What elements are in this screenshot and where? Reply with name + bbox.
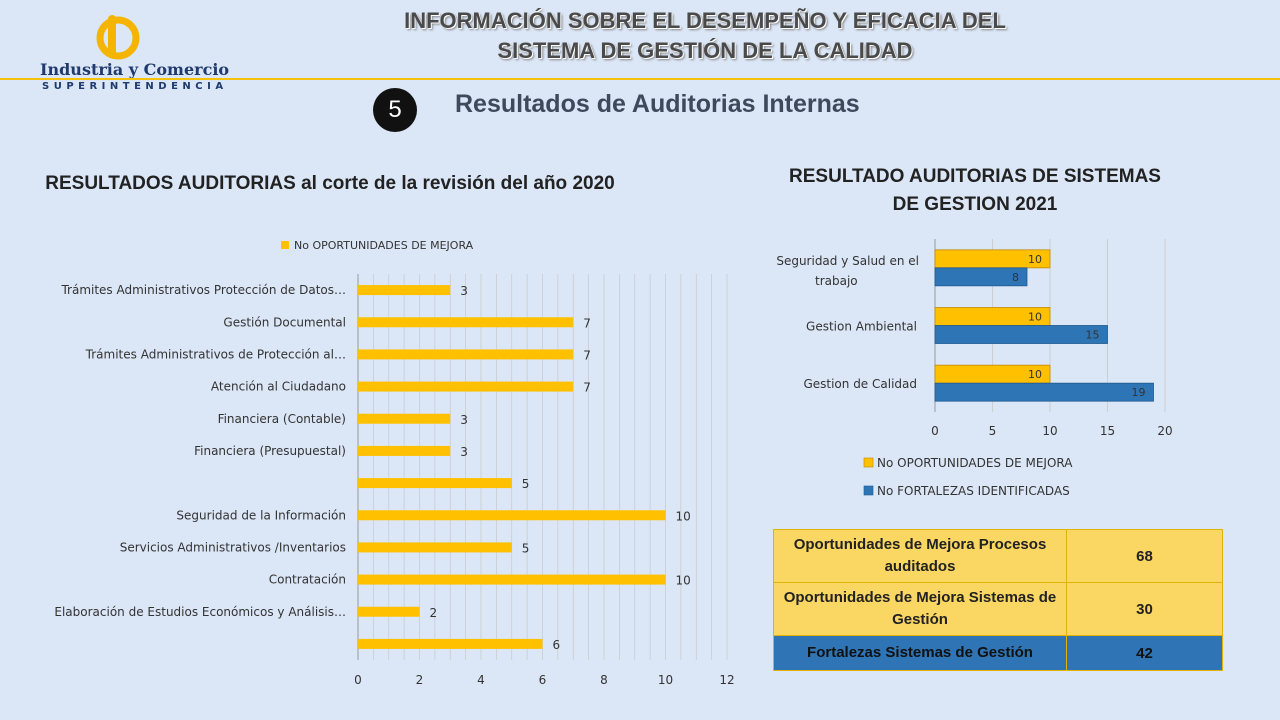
chart1-category-label: Servicios Administrativos /Inventarios xyxy=(120,540,346,554)
chart1-x-tick-label: 8 xyxy=(600,673,608,687)
chart1-x-tick-label: 0 xyxy=(354,673,362,687)
chart1-x-tick-label: 2 xyxy=(416,673,424,687)
chart1-bar xyxy=(358,478,512,489)
chart2-title: RESULTADO AUDITORIAS DE SISTEMAS DE GEST… xyxy=(789,166,1161,215)
chart2-bar xyxy=(934,267,1028,287)
chart1-title: RESULTADOS AUDITORIAS al corte de la rev… xyxy=(45,173,615,194)
page-title-line1: INFORMACIÓN SOBRE EL DESEMPEÑO Y EFICACI… xyxy=(404,8,1006,33)
chart2-data-label: 19 xyxy=(1132,386,1146,399)
page-title-line2: SISTEMA DE GESTIÓN DE LA CALIDAD xyxy=(497,38,913,63)
summary-table: Oportunidades de Mejora Procesos auditad… xyxy=(773,529,1223,671)
chart2-x-tick-label: 5 xyxy=(989,424,997,438)
summary-label: Oportunidades de Mejora Procesos auditad… xyxy=(773,529,1067,583)
chart2-legend-swatch xyxy=(863,485,874,496)
chart1-data-label: 5 xyxy=(522,477,530,491)
chart1-bar xyxy=(358,445,451,456)
chart2-bar xyxy=(934,364,1051,384)
chart2-bar xyxy=(934,249,1051,269)
summary-value: 42 xyxy=(1066,635,1223,671)
chart2-category-label: trabajo xyxy=(815,274,858,288)
chart1-category-label: Elaboración de Estudios Económicos y Aná… xyxy=(54,605,346,619)
summary-row: Oportunidades de Mejora Procesos auditad… xyxy=(773,529,1223,583)
page-title: INFORMACIÓN SOBRE EL DESEMPEÑO Y EFICACI… xyxy=(260,6,1150,66)
chart1-data-label: 6 xyxy=(553,638,561,652)
chart2-category-label: Seguridad y Salud en el xyxy=(776,254,919,268)
chart1-bar xyxy=(358,381,574,392)
chart1-x-tick-label: 12 xyxy=(719,673,734,687)
chart2-x-tick-label: 10 xyxy=(1042,424,1057,438)
logo-name: Industria y Comercio xyxy=(40,60,230,79)
chart1-bar xyxy=(358,413,451,424)
chart1-data-label: 10 xyxy=(676,574,691,588)
chart1-bar xyxy=(358,542,512,553)
chart1-category-label: Atención al Ciudadano xyxy=(211,380,346,394)
summary-row: Fortalezas Sistemas de Gestión 42 xyxy=(773,635,1223,671)
chart2-x-tick-label: 0 xyxy=(931,424,939,438)
chart1-data-label: 7 xyxy=(583,348,591,362)
chart1-bar xyxy=(358,510,666,521)
sic-logo-icon xyxy=(96,15,140,60)
summary-row: Oportunidades de Mejora Sistemas de Gest… xyxy=(773,582,1223,636)
chart1-legend-swatch xyxy=(281,241,289,249)
chart1-category-label: Financiera (Presupuestal) xyxy=(194,444,346,458)
chart1-data-label: 2 xyxy=(430,606,438,620)
chart1-data-label: 3 xyxy=(460,445,468,459)
header-divider xyxy=(0,78,1280,80)
chart2-legend-label: No OPORTUNIDADES DE MEJORA xyxy=(877,456,1073,470)
summary-label: Fortalezas Sistemas de Gestión xyxy=(773,635,1067,671)
chart1-legend-label: No OPORTUNIDADES DE MEJORA xyxy=(294,239,474,252)
chart1-x-tick-label: 4 xyxy=(477,673,485,687)
chart1-data-label: 7 xyxy=(583,381,591,395)
summary-value: 30 xyxy=(1066,582,1223,636)
logo-subtitle: SUPERINTENDENCIA xyxy=(42,81,228,92)
chart2-bar xyxy=(934,382,1154,402)
chart2-x-tick-label: 15 xyxy=(1100,424,1115,438)
chart1-x-tick-label: 10 xyxy=(658,673,673,687)
section-number-badge: 5 xyxy=(373,88,417,132)
chart2-data-label: 10 xyxy=(1028,311,1042,324)
chart2-x-tick-label: 20 xyxy=(1157,424,1172,438)
summary-label: Oportunidades de Mejora Sistemas de Gest… xyxy=(773,582,1067,636)
chart2-data-label: 8 xyxy=(1012,271,1019,284)
summary-value: 68 xyxy=(1066,529,1223,583)
chart1-data-label: 3 xyxy=(460,284,468,298)
chart1-data-label: 7 xyxy=(583,316,591,330)
chart1-category-label: Seguridad de la Información xyxy=(176,508,346,522)
chart1-category-label: Trámites Administrativos Protección de D… xyxy=(60,283,346,297)
chart1-bar xyxy=(358,349,574,360)
chart1-category-label: Trámites Administrativos de Protección a… xyxy=(85,347,346,361)
chart1-category-label: Contratación xyxy=(269,573,346,587)
chart1-bar xyxy=(358,638,543,649)
chart2-bar xyxy=(934,307,1051,326)
chart1-bar xyxy=(358,317,574,328)
chart2-data-label: 10 xyxy=(1028,253,1042,266)
chart1-x-tick-label: 6 xyxy=(539,673,547,687)
chart2-legend-swatch xyxy=(863,457,874,468)
chart2-data-label: 15 xyxy=(1086,329,1100,342)
chart1-category-label: Financiera (Contable) xyxy=(218,412,346,426)
chart2-bar xyxy=(934,325,1108,344)
chart1-bar xyxy=(358,574,666,585)
chart1-bar xyxy=(358,285,451,296)
chart1-bar xyxy=(358,606,420,617)
chart1-data-label: 3 xyxy=(460,413,468,427)
chart2-category-label: Gestion Ambiental xyxy=(806,320,917,334)
chart1-category-label: Gestión Documental xyxy=(223,315,346,329)
chart2-data-label: 10 xyxy=(1028,368,1042,381)
chart1-data-label: 10 xyxy=(676,509,691,523)
chart1-data-label: 5 xyxy=(522,541,530,555)
section-title: Resultados de Auditorias Internas xyxy=(455,90,860,118)
chart2-category-label: Gestion de Calidad xyxy=(803,377,917,391)
chart2-legend-label: No FORTALEZAS IDENTIFICADAS xyxy=(877,484,1070,498)
